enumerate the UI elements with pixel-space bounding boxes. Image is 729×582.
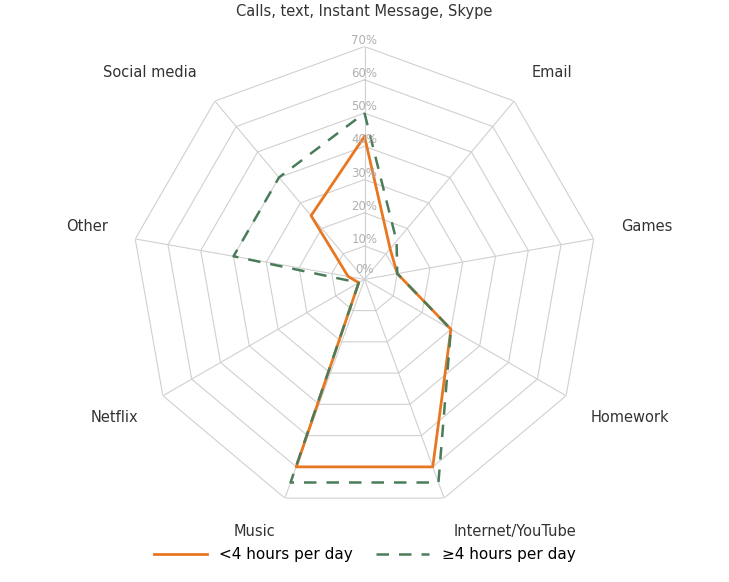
Text: 20%: 20% xyxy=(351,200,378,213)
Text: Other: Other xyxy=(66,219,108,234)
Text: Music: Music xyxy=(233,524,276,540)
Text: Email: Email xyxy=(532,65,573,80)
Text: Internet/YouTube: Internet/YouTube xyxy=(453,524,577,540)
Text: 60%: 60% xyxy=(351,67,378,80)
Legend: <4 hours per day, ≥4 hours per day: <4 hours per day, ≥4 hours per day xyxy=(147,541,582,569)
Text: 40%: 40% xyxy=(351,133,378,146)
Text: 70%: 70% xyxy=(351,34,378,47)
Text: 0%: 0% xyxy=(355,263,374,276)
Text: Games: Games xyxy=(621,219,673,234)
Text: Netflix: Netflix xyxy=(91,410,139,425)
Text: 10%: 10% xyxy=(351,233,378,246)
Text: Homework: Homework xyxy=(590,410,669,425)
Text: 30%: 30% xyxy=(351,166,378,180)
Text: Social media: Social media xyxy=(103,65,197,80)
Text: Calls, text, Instant Message, Skype: Calls, text, Instant Message, Skype xyxy=(236,3,493,19)
Text: 50%: 50% xyxy=(351,100,378,113)
